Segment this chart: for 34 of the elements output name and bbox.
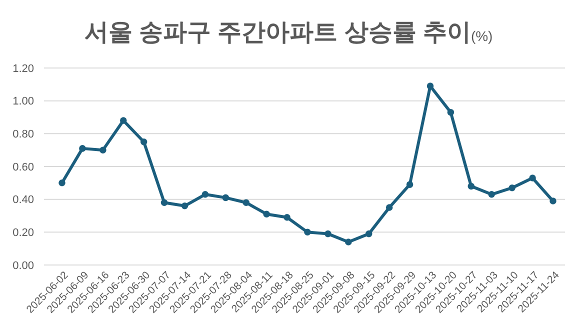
point — [406, 181, 414, 188]
chart-title: 서울 송파구 주간아파트 상승률 추이 — [84, 19, 471, 46]
y-tick-label: 1.00 — [12, 96, 34, 108]
point — [202, 191, 209, 198]
y-tick-label: 0.40 — [12, 194, 34, 206]
point — [120, 117, 127, 124]
y-tick-label: 0.60 — [12, 161, 34, 174]
chart-subtitle: (%) — [470, 28, 493, 44]
point — [468, 182, 475, 190]
point — [284, 214, 290, 221]
point — [79, 145, 86, 152]
point — [100, 146, 106, 154]
point — [365, 230, 372, 238]
y-tick-label: 0.00 — [12, 260, 34, 272]
point — [304, 228, 311, 236]
point — [242, 199, 250, 206]
point — [140, 138, 148, 146]
point — [263, 210, 270, 218]
point — [386, 204, 393, 211]
point — [345, 238, 352, 246]
point — [550, 198, 556, 204]
point — [488, 191, 496, 198]
point — [160, 199, 168, 206]
point — [181, 202, 188, 210]
point — [529, 174, 536, 182]
point — [426, 82, 434, 90]
point — [508, 184, 516, 192]
point — [222, 194, 230, 202]
point — [447, 108, 454, 116]
y-tick-label: 1.20 — [12, 62, 34, 75]
y-tick-label: 0.80 — [12, 128, 34, 141]
point — [58, 180, 66, 186]
point — [324, 230, 332, 238]
y-tick-label: 0.20 — [12, 227, 34, 240]
